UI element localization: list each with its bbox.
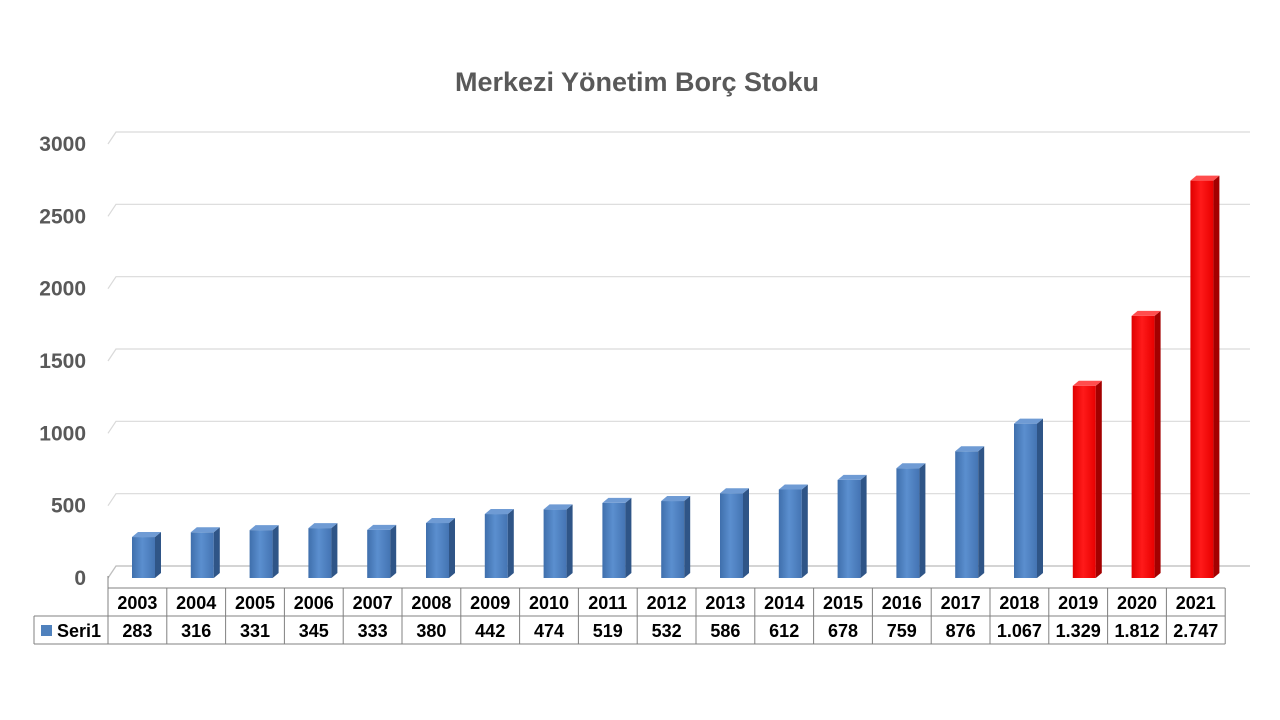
data-label: 2.747	[1173, 621, 1218, 641]
category-label: 2008	[411, 593, 451, 613]
data-label: 333	[358, 621, 388, 641]
data-label: 331	[240, 621, 270, 641]
bar-2014	[778, 484, 808, 578]
data-label: 586	[710, 621, 740, 641]
bar-2019	[1072, 380, 1102, 578]
data-label: 612	[769, 621, 799, 641]
category-label: 2007	[353, 593, 393, 613]
category-label: 2011	[588, 593, 627, 613]
bar-2020	[1131, 310, 1161, 578]
data-label: 380	[416, 621, 446, 641]
bar-2021	[1190, 175, 1220, 579]
category-label: 2013	[705, 593, 745, 613]
data-label: 532	[652, 621, 682, 641]
data-label: 678	[828, 621, 858, 641]
category-label: 2014	[764, 593, 804, 613]
category-label: 2005	[235, 593, 275, 613]
category-label: 2021	[1176, 593, 1216, 613]
floor-line	[107, 565, 1250, 579]
bar-2004	[190, 527, 220, 578]
bar-2010	[543, 504, 573, 578]
category-label: 2003	[117, 593, 157, 613]
category-label: 2012	[647, 593, 687, 613]
bar-2003	[132, 532, 161, 578]
bar-2008	[426, 518, 455, 578]
category-label: 2018	[999, 593, 1039, 613]
category-label: 2017	[941, 593, 981, 613]
y-tick-label: 2000	[39, 278, 86, 301]
data-label: 876	[946, 621, 976, 641]
gridline	[107, 348, 1250, 362]
y-tick-label: 3000	[39, 133, 86, 156]
bar-2017	[955, 446, 985, 578]
data-label: 442	[475, 621, 505, 641]
category-label: 2016	[882, 593, 922, 613]
chart-title: Merkezi Yönetim Borç Stoku	[455, 67, 819, 97]
y-tick-label: 0	[74, 567, 86, 590]
bar-2009	[484, 509, 514, 578]
data-label: 316	[181, 621, 211, 641]
data-label: 283	[122, 621, 152, 641]
legend-series-name: Seri1	[57, 621, 101, 641]
y-tick-label: 1000	[39, 422, 86, 445]
data-label: 345	[299, 621, 329, 641]
y-axis-ticks: 0 500 1000 1500 2000 2500 3000	[39, 133, 86, 590]
bar-2012	[661, 496, 691, 578]
bar-2007	[367, 524, 397, 578]
gridlines	[107, 131, 1250, 579]
bar-2013	[720, 488, 749, 578]
gridline	[107, 203, 1250, 217]
data-label: 474	[534, 621, 564, 641]
data-label: 1.812	[1114, 621, 1159, 641]
category-label: 2010	[529, 593, 569, 613]
bar-2018	[1014, 418, 1043, 578]
category-label: 2015	[823, 593, 863, 613]
y-tick-label: 1500	[39, 350, 86, 373]
gridline	[107, 420, 1250, 434]
data-label: 759	[887, 621, 917, 641]
bars	[132, 175, 1220, 579]
category-label: 2019	[1058, 593, 1098, 613]
category-label: 2020	[1117, 593, 1157, 613]
gridline	[107, 131, 1250, 145]
gridline	[107, 493, 1250, 506]
category-label: 2006	[294, 593, 334, 613]
data-table: 2003 283 2004 316 2005 331 2006 345 2007 333 2008 3…	[33, 576, 1226, 645]
y-tick-label: 500	[51, 495, 86, 518]
bar-2015	[837, 474, 867, 578]
y-tick-label: 2500	[39, 205, 86, 228]
data-label: 1.067	[997, 621, 1042, 641]
data-label: 519	[593, 621, 623, 641]
data-label: 1.329	[1056, 621, 1101, 641]
category-label: 2004	[176, 593, 216, 613]
category-label: 2009	[470, 593, 510, 613]
legend-key	[41, 625, 52, 636]
bar-2006	[308, 523, 338, 578]
bar-2011	[602, 497, 632, 578]
gridline	[107, 276, 1250, 289]
bar-2016	[896, 463, 926, 578]
bar-2005	[249, 525, 279, 578]
